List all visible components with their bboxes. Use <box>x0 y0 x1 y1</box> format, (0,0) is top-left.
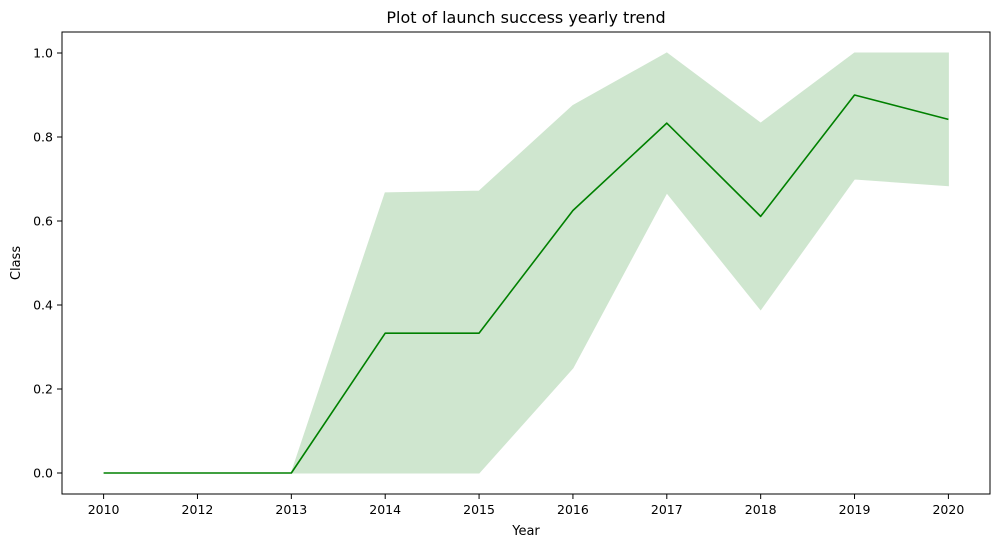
chart-title: Plot of launch success yearly trend <box>386 8 665 27</box>
x-tick-label: 2010 <box>88 502 120 517</box>
y-axis: 0.0 0.2 0.4 0.6 0.8 1.0 <box>33 46 62 481</box>
data-point <box>947 118 949 120</box>
data-point <box>103 472 105 474</box>
data-point <box>572 210 574 212</box>
x-tick-label: 2012 <box>182 502 214 517</box>
x-tick-label: 2013 <box>275 502 307 517</box>
y-tick-label: 0.8 <box>33 130 53 145</box>
data-point <box>290 472 292 474</box>
data-point <box>666 122 668 124</box>
data-point <box>854 94 856 96</box>
x-tick-label: 2016 <box>557 502 589 517</box>
x-tick-label: 2019 <box>839 502 871 517</box>
series-line-layer <box>103 94 949 474</box>
y-tick-label: 0.0 <box>33 466 53 481</box>
y-tick-label: 1.0 <box>33 46 53 61</box>
x-tick-label: 2018 <box>745 502 777 517</box>
y-tick-label: 0.2 <box>33 382 53 397</box>
x-axis: 2010 2012 2013 2014 2015 2016 2017 2018 2019 2020 <box>88 494 964 517</box>
data-point <box>760 215 762 217</box>
x-axis-label: Year <box>511 524 540 539</box>
plot-frame <box>61 31 991 495</box>
x-tick-label: 2015 <box>463 502 495 517</box>
x-tick-label: 2020 <box>932 502 964 517</box>
data-point <box>384 332 386 334</box>
data-point <box>478 332 480 334</box>
data-point <box>196 472 198 474</box>
x-tick-label: 2014 <box>369 502 401 517</box>
y-tick-label: 0.4 <box>33 298 53 313</box>
y-tick-label: 0.6 <box>33 214 53 229</box>
x-tick-label: 2017 <box>651 502 683 517</box>
y-axis-label: Class <box>9 246 24 280</box>
series-line <box>103 94 949 474</box>
